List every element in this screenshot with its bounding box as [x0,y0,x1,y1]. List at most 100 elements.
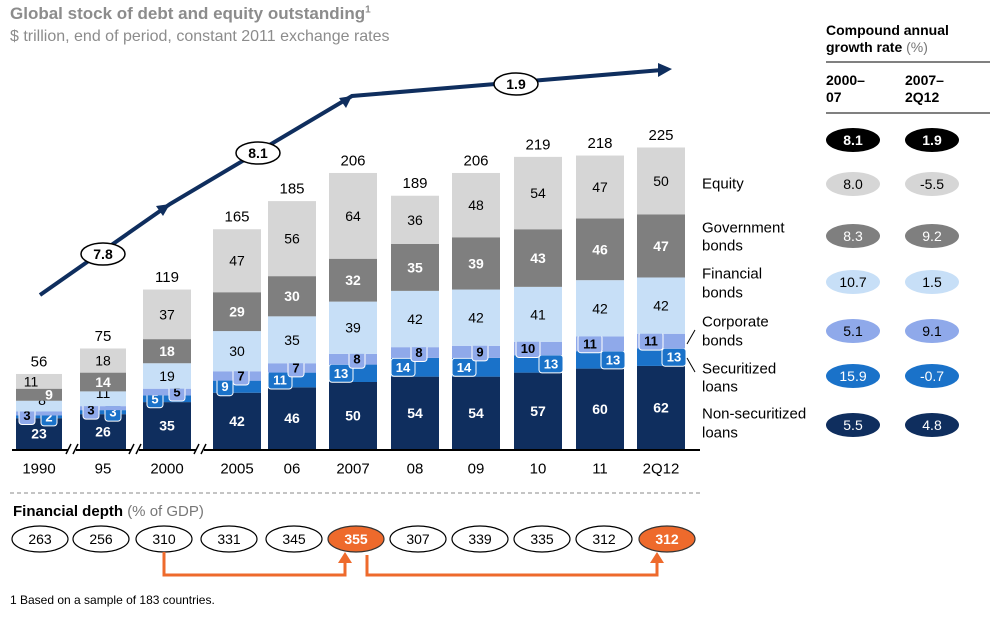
legend-label-government-bonds: bonds [702,238,743,255]
financial-depth-oval [451,525,509,553]
cagr-oval [826,319,880,343]
axis-break-2-gap [131,444,139,454]
legend-label-securitized-loans: loans [702,379,738,396]
bar-segment-non-securitized-loans [213,392,261,449]
bar-segment-equity [268,201,316,277]
cagr-total-value: 8.1 [843,132,863,148]
value-label-securitized-loans: 11 [273,372,287,387]
financial-depth-value: 331 [217,531,241,547]
financial-depth-value: 339 [468,531,492,547]
value-label-government-bonds: 39 [468,255,484,271]
value-label-government-bonds: 46 [592,241,608,257]
cagr-value: 5.5 [843,417,863,433]
growth-rate-oval [493,72,539,96]
cagr-value: 4.8 [922,417,942,433]
cagr-oval [905,364,959,388]
x-tick-label: 1990 [22,461,55,478]
bar-segment-securitized-loans [16,415,62,419]
depth-connector-1 [162,552,347,577]
bar-segment-equity [514,156,562,230]
value-label-non-securitized-loans: 35 [159,418,175,434]
value-label-securitized-loans: 2 [45,409,52,424]
cagr-value: 15.9 [839,368,866,384]
bar-segment-equity [452,172,500,238]
value-label-equity: 50 [653,173,669,189]
bar-segment-financial-bonds [143,363,191,389]
value-label-equity: 11 [24,373,39,389]
cagr-value: 9.1 [922,323,942,339]
bar-segment-government-bonds [514,229,562,287]
financial-depth-title: Financial depth (% of GDP) [13,503,204,520]
value-label-equity: 48 [468,197,484,213]
bar-segment-non-securitized-loans [143,402,191,449]
bar-segment-equity [143,289,191,340]
growth-arrow-mid-2 [339,96,352,108]
chart-subtitle: $ trillion, end of period, constant 2011… [10,28,390,45]
value-label-securitized-loans: 5 [151,391,158,406]
value-label-equity: 64 [345,208,361,224]
legend-label-financial-bonds: Financial [702,266,762,283]
total-label: 218 [587,135,612,152]
bar-segment-equity [16,373,62,389]
axis-break-2-b [135,443,142,455]
depth-connector-2 [365,555,659,577]
legend-label-non-securitized-loans: Non-securitized [702,406,806,423]
bar-segment-government-bonds [329,258,377,302]
value-label-corporate-bonds: 3 [23,408,30,423]
value-label-financial-bonds: 39 [345,320,361,336]
value-label-financial-bonds: 19 [159,368,175,384]
value-label-government-bonds: 43 [530,250,546,266]
value-label-equity: 18 [95,353,111,369]
value-label-financial-bonds: 30 [229,343,245,359]
axis-break-1-gap [68,444,76,454]
cagr-oval [905,270,959,294]
total-label: 225 [648,127,673,144]
badge-securitized-loans [451,357,477,377]
value-label-government-bonds: 47 [653,238,669,254]
growth-rate-label: 8.1 [248,145,268,161]
bar-segment-non-securitized-loans [637,365,685,449]
cagr-value: 9.2 [922,228,942,244]
total-label: 119 [155,269,179,286]
value-label-securitized-loans: 14 [396,360,411,375]
value-label-securitized-loans: 13 [334,366,348,381]
value-label-corporate-bonds: 5 [173,385,180,400]
value-label-government-bonds: 29 [229,304,245,320]
x-tick-label: 09 [468,461,485,478]
growth-rate-oval [235,141,281,165]
financial-depth-oval [327,525,385,553]
cagr-title: Compound annual growth rate (%) [826,22,949,55]
axis-break-2-a [128,443,135,455]
axis-break-3-b [200,443,207,455]
total-label: 185 [279,181,304,198]
financial-depth-value: 310 [152,531,176,547]
x-tick-label: 11 [592,461,608,478]
value-label-corporate-bonds: 10 [521,341,535,356]
financial-depth-oval [575,525,633,553]
cagr-oval [905,172,959,196]
value-label-equity: 47 [592,179,608,195]
bar-segment-non-securitized-loans [268,387,316,449]
value-label-financial-bonds: 35 [284,332,300,348]
value-label-non-securitized-loans: 54 [468,405,484,421]
financial-depth-value: 335 [530,531,554,547]
bar-segment-government-bonds [16,388,62,401]
x-tick-label: 95 [95,461,112,478]
financial-depth-value: 307 [406,531,430,547]
growth-rate-oval [80,242,126,266]
value-label-corporate-bonds: 8 [353,352,360,367]
financial-depth-value: 355 [344,531,368,547]
cagr-value: -0.7 [920,368,944,384]
cagr-oval [826,364,880,388]
value-label-financial-bonds: 42 [468,310,484,326]
value-label-non-securitized-loans: 57 [530,403,546,419]
financial-depth-value: 312 [655,531,679,547]
legend-label-corporate-bonds: Corporate [702,314,769,331]
axis-break-3-a [193,443,200,455]
value-label-equity: 37 [159,306,175,322]
value-label-financial-bonds: 42 [592,300,608,316]
x-tick-label: 2007 [336,461,369,478]
bar-segment-government-bonds [637,214,685,278]
value-label-non-securitized-loans: 46 [284,410,300,426]
